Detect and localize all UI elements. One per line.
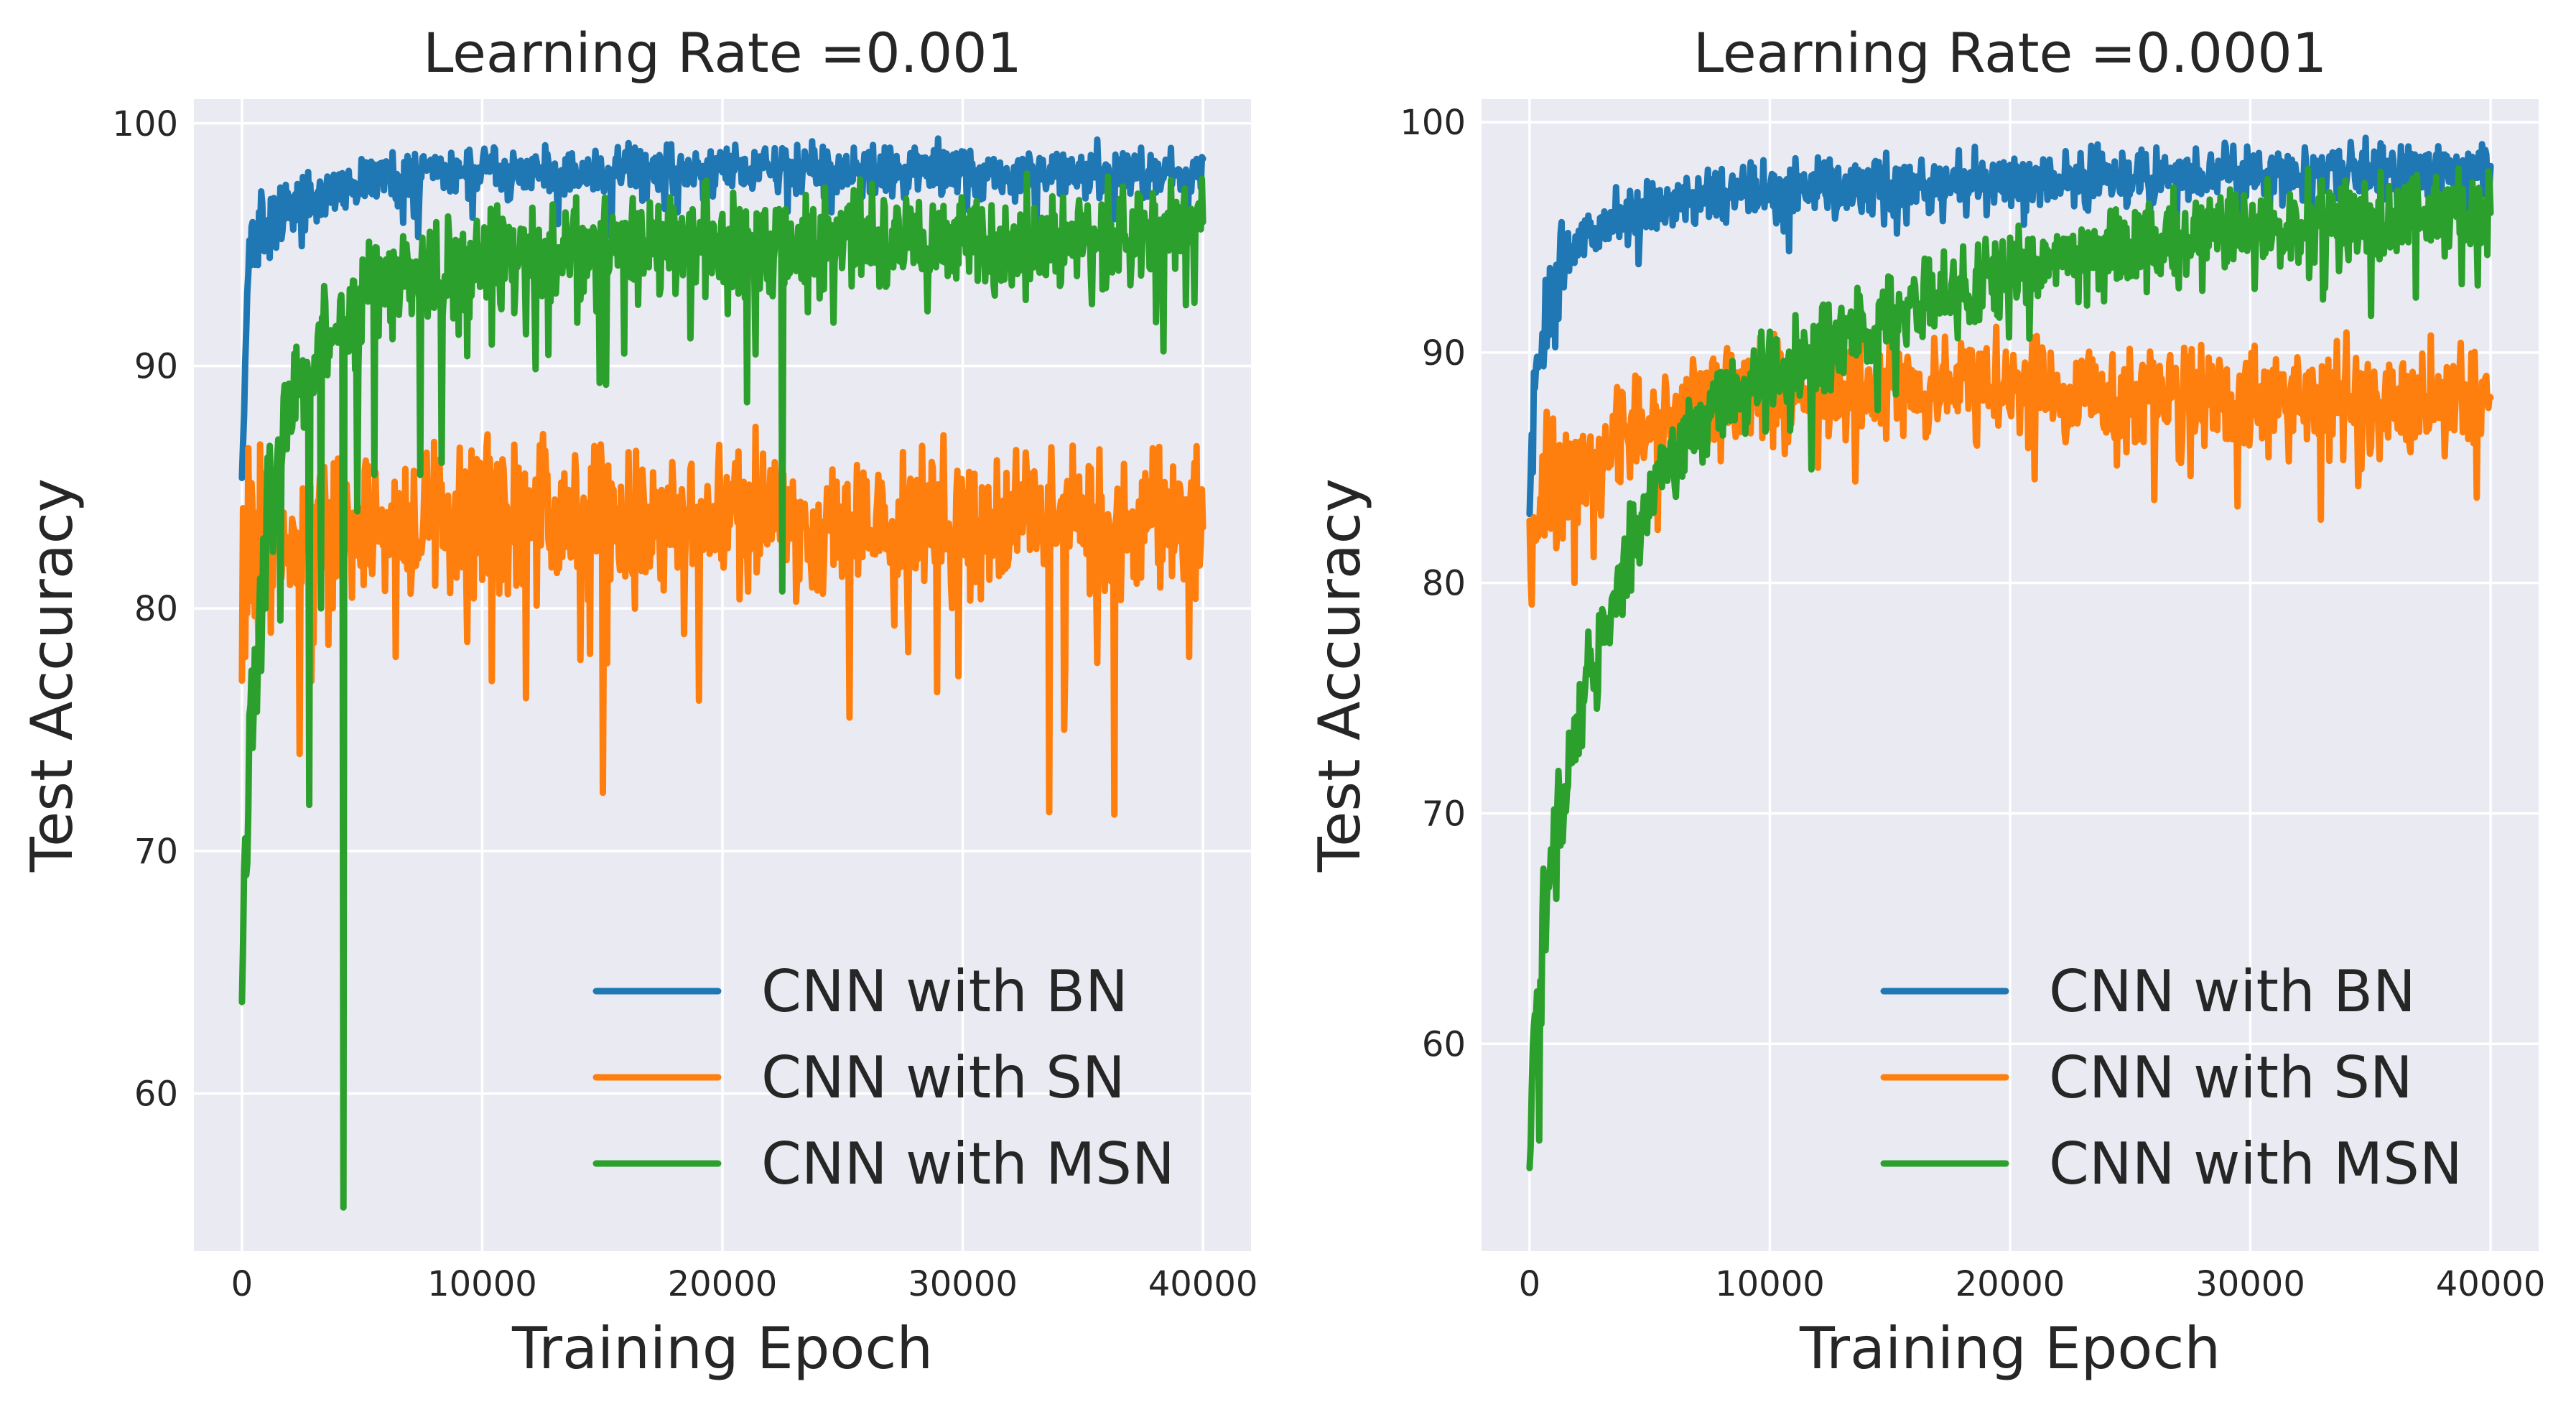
x-tick-label: 30000 — [2195, 1264, 2305, 1304]
chart-panel-left: 0 10000 20000 30000 40000 60 70 80 90 100 Learni… — [19, 21, 1257, 1382]
y-tick-labels-left: 60 70 80 90 100 — [112, 104, 178, 1115]
x-tick-label: 40000 — [1148, 1264, 1258, 1304]
legend-label-msn-right: CNN with MSN — [2049, 1130, 2463, 1197]
x-tick-label: 40000 — [2436, 1264, 2546, 1304]
series-line-msn — [238, 170, 1206, 1211]
legend-label-sn-right: CNN with SN — [2049, 1044, 2413, 1111]
y-tick-label: 90 — [134, 346, 178, 386]
x-tick-label: 0 — [1519, 1264, 1541, 1304]
y-tick-label: 90 — [1422, 333, 1466, 373]
series-lines-left — [238, 135, 1206, 1211]
y-tick-label: 70 — [1422, 794, 1466, 834]
legend-right: CNN with BN CNN with SN CNN with MSN — [1880, 958, 2463, 1197]
chart-title-right: Learning Rate =0.0001 — [1693, 21, 2327, 85]
y-tick-label: 80 — [134, 589, 178, 629]
y-tick-label: 70 — [134, 832, 178, 872]
x-axis-label-left: Training Epoch — [511, 1315, 933, 1382]
gridlines-left — [194, 99, 1251, 1251]
chart-panel-right: 0 10000 20000 30000 40000 60 70 80 90 100 Learni… — [1306, 21, 2545, 1382]
legend-left: CNN with BN CNN with SN CNN with MSN — [592, 958, 1175, 1197]
series-lines-right — [1526, 134, 2494, 1171]
series-line-bn — [1526, 134, 2494, 518]
y-axis-label-left: Test Accuracy — [19, 478, 85, 873]
x-tick-labels-left: 0 10000 20000 30000 40000 — [231, 1264, 1258, 1304]
y-tick-label: 100 — [112, 104, 178, 144]
x-axis-label-right: Training Epoch — [1799, 1315, 2221, 1382]
x-tick-label: 30000 — [908, 1264, 1018, 1304]
series-line-sn — [238, 423, 1206, 818]
legend-label-bn-right: CNN with BN — [2049, 958, 2416, 1025]
y-tick-label: 60 — [1422, 1024, 1466, 1064]
x-tick-label: 20000 — [1956, 1264, 2065, 1304]
x-tick-label: 20000 — [668, 1264, 778, 1304]
series-line-msn — [1526, 165, 2494, 1171]
x-tick-labels-right: 0 10000 20000 30000 40000 — [1519, 1264, 2546, 1304]
legend-label-bn-left: CNN with BN — [761, 958, 1128, 1025]
x-tick-label: 0 — [231, 1264, 254, 1304]
series-line-bn — [238, 135, 1206, 481]
chart-title-left: Learning Rate =0.001 — [423, 21, 1022, 85]
x-tick-label: 10000 — [1715, 1264, 1825, 1304]
legend-label-msn-left: CNN with MSN — [761, 1130, 1175, 1197]
y-tick-labels-right: 60 70 80 90 100 — [1400, 103, 1466, 1064]
y-axis-label-right: Test Accuracy — [1306, 478, 1373, 873]
y-tick-label: 60 — [134, 1074, 178, 1115]
y-tick-label: 100 — [1400, 103, 1466, 143]
y-tick-label: 80 — [1422, 564, 1466, 604]
legend-label-sn-left: CNN with SN — [761, 1044, 1125, 1111]
x-tick-label: 10000 — [427, 1264, 537, 1304]
